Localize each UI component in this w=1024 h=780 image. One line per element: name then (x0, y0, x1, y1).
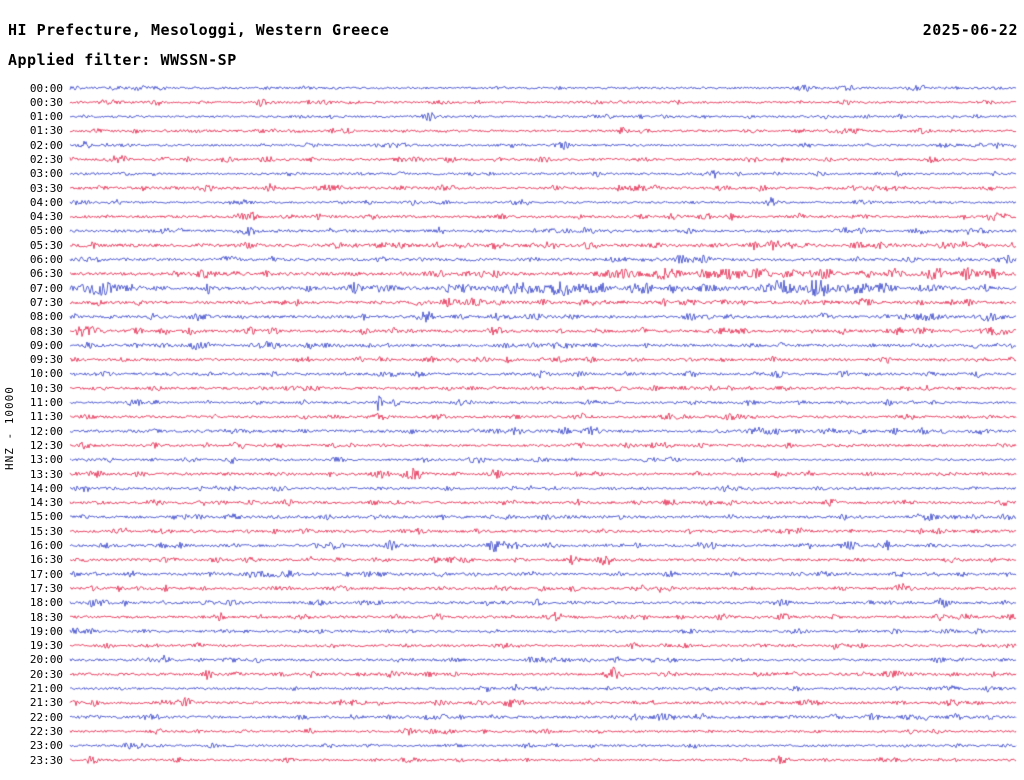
seismogram-traces-canvas (0, 0, 1024, 780)
helicorder-screen: HI Prefecture, Mesologgi, Western Greece… (0, 0, 1024, 780)
